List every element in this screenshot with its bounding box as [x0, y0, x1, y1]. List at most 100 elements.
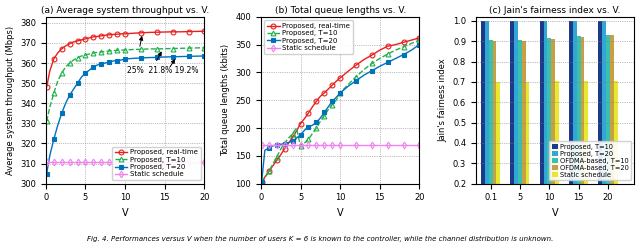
- Static schedule: [336, 143, 344, 146]
- Proposed, T=20: [324, 105, 332, 108]
- Proposed, T=10: [312, 127, 320, 130]
- Proposed, T=10: [121, 48, 129, 51]
- Static schedule: [317, 143, 324, 146]
- Proposed, T=10: [70, 59, 77, 61]
- Static schedule: [321, 143, 328, 146]
- Proposed, T=10: [332, 99, 340, 102]
- Proposed, T=20: [285, 141, 292, 144]
- Proposed, T=20: [90, 66, 97, 69]
- X-axis label: V: V: [552, 208, 559, 218]
- Proposed, T=20: [305, 125, 312, 128]
- Static schedule: [400, 143, 408, 146]
- Static schedule: [305, 143, 312, 146]
- Proposed, real-time: [46, 69, 54, 72]
- Static schedule: [277, 143, 285, 146]
- Proposed, T=20: [301, 129, 308, 132]
- Static schedule: [185, 160, 193, 163]
- Proposed, T=20: [43, 172, 51, 175]
- Static schedule: [113, 160, 121, 163]
- Proposed, T=20: [400, 53, 408, 56]
- Proposed, real-time: [137, 31, 145, 34]
- Static schedule: [74, 160, 81, 163]
- Proposed, T=20: [292, 137, 300, 139]
- Bar: [485, 21, 489, 184]
- Legend: Proposed, real-time, Proposed, T=10, Proposed, T=20, Static schedule: Proposed, real-time, Proposed, T=10, Pro…: [264, 20, 353, 54]
- Proposed, real-time: [392, 43, 399, 46]
- Line: Static schedule: Static schedule: [259, 142, 422, 147]
- Proposed, T=20: [368, 69, 376, 72]
- Proposed, T=10: [93, 51, 101, 54]
- Proposed, real-time: [328, 84, 336, 87]
- Proposed, real-time: [97, 34, 105, 37]
- Proposed, real-time: [77, 38, 85, 41]
- Static schedule: [408, 143, 415, 146]
- Bar: [598, 21, 602, 184]
- Proposed, T=10: [415, 39, 423, 42]
- Proposed, real-time: [408, 39, 415, 42]
- Proposed, real-time: [70, 40, 77, 43]
- Line: Proposed, real-time: Proposed, real-time: [259, 35, 422, 184]
- Proposed, T=10: [50, 92, 58, 95]
- Y-axis label: Total queue lengths (kbits): Total queue lengths (kbits): [221, 44, 230, 156]
- Static schedule: [106, 160, 113, 163]
- Proposed, real-time: [317, 95, 324, 98]
- Static schedule: [102, 160, 109, 163]
- Proposed, T=10: [161, 47, 168, 50]
- Proposed, T=20: [50, 138, 58, 141]
- Proposed, T=10: [336, 92, 344, 95]
- Static schedule: [376, 143, 383, 146]
- Static schedule: [54, 160, 61, 163]
- Static schedule: [46, 160, 54, 163]
- Proposed, T=10: [277, 148, 285, 151]
- Bar: [580, 37, 584, 184]
- Bar: [602, 21, 606, 184]
- Proposed, T=10: [285, 137, 292, 139]
- Proposed, real-time: [305, 112, 312, 114]
- Proposed, T=10: [273, 156, 280, 158]
- Static schedule: [77, 160, 85, 163]
- Proposed, T=20: [102, 61, 109, 64]
- Static schedule: [384, 143, 392, 146]
- Proposed, T=20: [317, 117, 324, 120]
- Proposed, T=20: [193, 55, 200, 58]
- Proposed, T=20: [106, 61, 113, 63]
- Proposed, T=20: [344, 85, 352, 88]
- Static schedule: [62, 160, 70, 163]
- Proposed, T=20: [97, 62, 105, 65]
- Line: Proposed, T=20: Proposed, T=20: [44, 53, 207, 176]
- Proposed, T=20: [265, 147, 273, 149]
- Proposed, T=10: [97, 51, 105, 53]
- Static schedule: [312, 143, 320, 146]
- Static schedule: [177, 160, 184, 163]
- Proposed, T=20: [281, 142, 289, 145]
- Proposed, T=10: [62, 66, 70, 69]
- Proposed, T=10: [58, 72, 65, 75]
- Proposed, T=10: [368, 62, 376, 65]
- Proposed, real-time: [277, 153, 285, 156]
- Proposed, T=20: [161, 55, 168, 58]
- Proposed, real-time: [273, 159, 280, 162]
- Proposed, real-time: [113, 33, 121, 36]
- Proposed, T=20: [113, 59, 121, 62]
- Proposed, real-time: [193, 30, 200, 33]
- Line: Proposed, T=10: Proposed, T=10: [44, 45, 207, 124]
- Title: (a) Average system throughput vs. V.: (a) Average system throughput vs. V.: [41, 6, 209, 15]
- Proposed, T=20: [360, 74, 368, 77]
- Static schedule: [261, 143, 269, 146]
- Proposed, T=10: [321, 114, 328, 117]
- Proposed, real-time: [344, 70, 352, 73]
- Proposed, T=10: [106, 50, 113, 52]
- Proposed, T=10: [102, 50, 109, 53]
- Bar: [511, 21, 514, 184]
- Proposed, T=10: [169, 47, 177, 50]
- Proposed, real-time: [285, 142, 292, 145]
- Proposed, T=20: [177, 55, 184, 58]
- Static schedule: [90, 160, 97, 163]
- Static schedule: [360, 143, 368, 146]
- Proposed, T=20: [336, 92, 344, 95]
- Static schedule: [66, 160, 74, 163]
- Proposed, T=10: [153, 47, 161, 50]
- Proposed, T=20: [261, 149, 269, 152]
- Bar: [569, 21, 573, 184]
- Static schedule: [289, 143, 296, 146]
